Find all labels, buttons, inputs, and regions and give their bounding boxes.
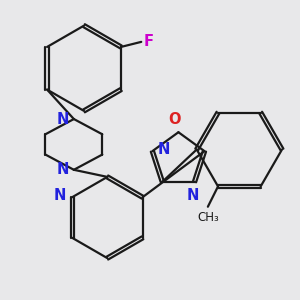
Text: F: F [143, 34, 153, 50]
Text: N: N [158, 142, 170, 157]
Text: CH₃: CH₃ [197, 211, 219, 224]
Text: N: N [186, 188, 199, 203]
Text: N: N [56, 162, 69, 177]
Text: O: O [168, 112, 181, 127]
Text: N: N [54, 188, 66, 203]
Text: N: N [56, 112, 69, 127]
